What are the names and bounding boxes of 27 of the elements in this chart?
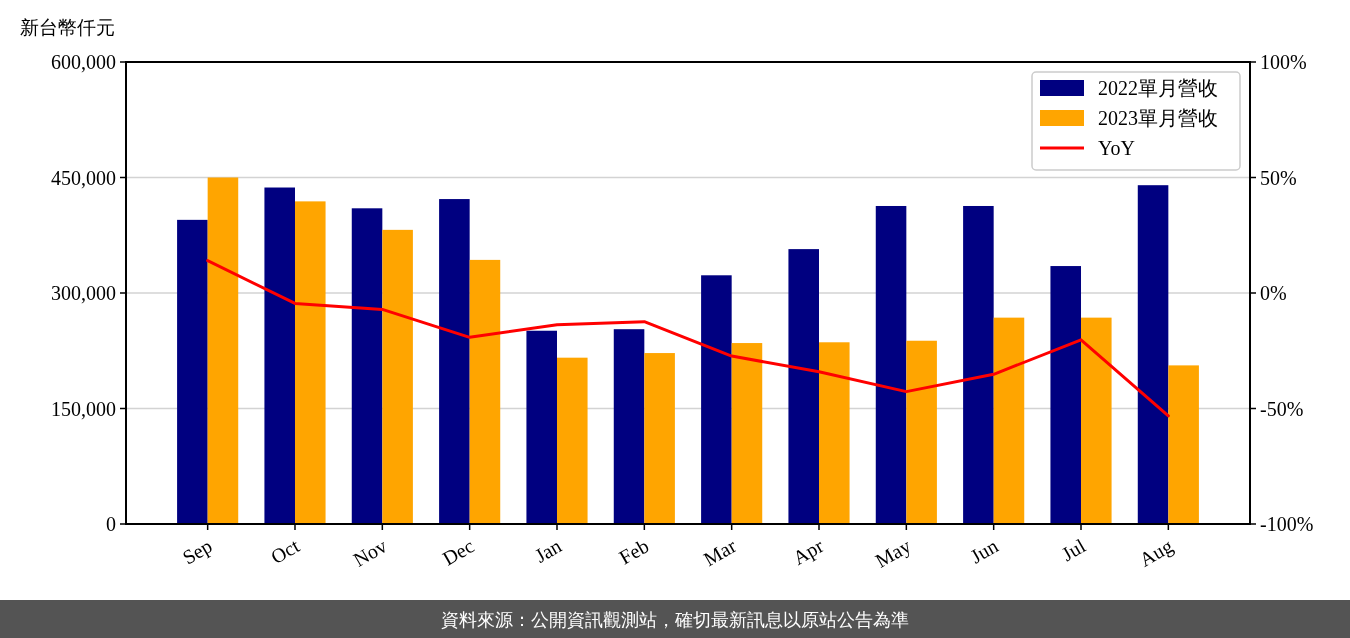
y-tick-label: 300,000 bbox=[51, 282, 116, 304]
y-tick-label: 150,000 bbox=[51, 397, 116, 420]
x-tick-label: Nov bbox=[349, 534, 391, 571]
y2-tick-label: 100% bbox=[1260, 51, 1307, 73]
legend-label: 2023單月營收 bbox=[1098, 107, 1218, 129]
x-tick-label: Oct bbox=[266, 534, 304, 568]
x-tick-label: Aug bbox=[1135, 534, 1177, 572]
y2-tick-label: -50% bbox=[1260, 397, 1304, 420]
y-tick-label: 450,000 bbox=[51, 166, 116, 189]
x-tick-label: Dec bbox=[438, 534, 478, 570]
x-tick-label: Mar bbox=[699, 534, 740, 571]
legend-label: YoY bbox=[1098, 137, 1135, 159]
x-tick-label: Jan bbox=[530, 534, 565, 567]
x-tick-label: Jun bbox=[966, 534, 1002, 568]
y2-tick-label: 50% bbox=[1260, 166, 1297, 189]
y2-tick-label: -100% bbox=[1260, 513, 1314, 535]
x-tick-label: Sep bbox=[178, 534, 217, 570]
y-tick-label: 0 bbox=[106, 513, 116, 535]
source-note: 資料來源：公開資訊觀測站，確切最新訊息以原站公告為準 bbox=[441, 610, 909, 630]
y2-tick-label: 0% bbox=[1260, 282, 1287, 304]
y-tick-label: 600,000 bbox=[51, 51, 116, 73]
ylabel: 新台幣仟元 bbox=[20, 17, 115, 38]
x-tick-label: May bbox=[871, 534, 915, 573]
x-tick-label: Jul bbox=[1057, 534, 1090, 566]
x-tick-label: Apr bbox=[789, 534, 828, 570]
legend-label: 2022單月營收 bbox=[1098, 77, 1218, 99]
x-tick-label: Feb bbox=[615, 534, 653, 569]
